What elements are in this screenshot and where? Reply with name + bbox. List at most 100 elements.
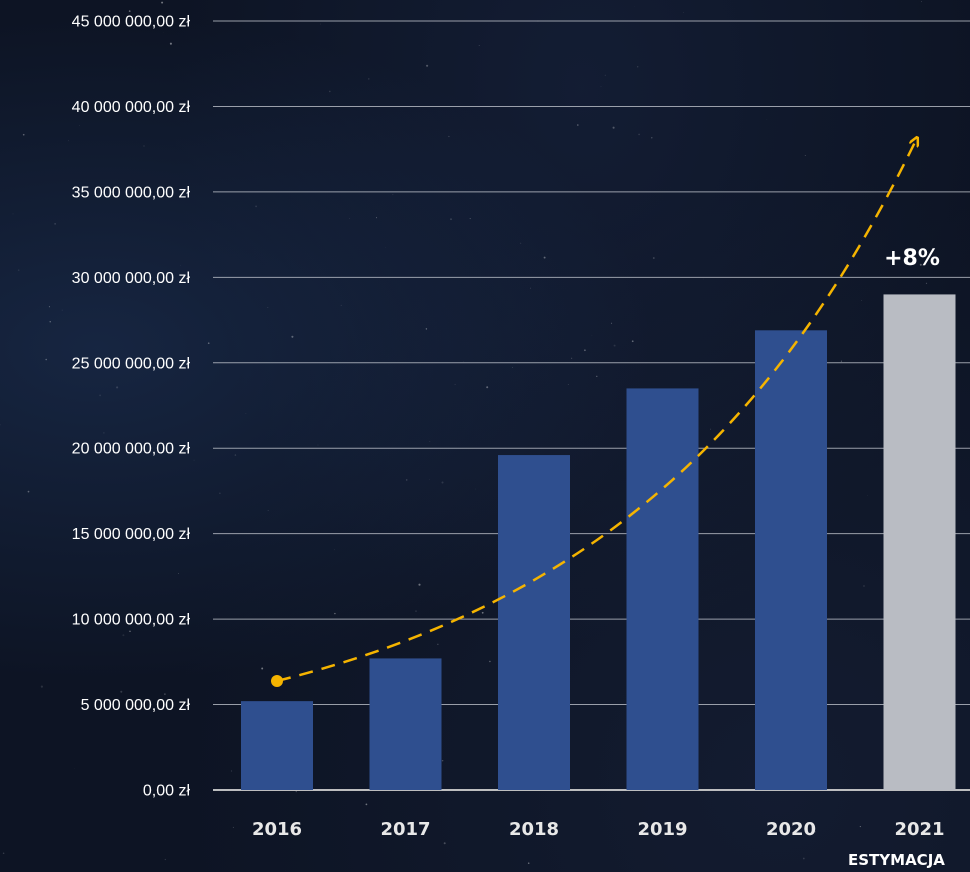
growth-annotation: +8% bbox=[884, 246, 940, 271]
x-tick-label: 2018 bbox=[509, 819, 559, 840]
star-dot bbox=[478, 44, 480, 46]
star-dot bbox=[425, 328, 428, 330]
trend-start-dot bbox=[271, 675, 283, 687]
bar-2020 bbox=[755, 330, 827, 790]
star-dot bbox=[12, 213, 14, 215]
star-dot bbox=[267, 510, 269, 511]
x-tick-label: 2020 bbox=[766, 819, 816, 840]
star-dot bbox=[405, 479, 408, 481]
star-dot bbox=[475, 488, 477, 490]
star-dot bbox=[814, 831, 816, 833]
trend-arrow bbox=[271, 140, 916, 687]
star-dot bbox=[49, 321, 51, 323]
star-dot bbox=[543, 256, 546, 259]
star-dot bbox=[766, 118, 768, 120]
star-dot bbox=[230, 770, 233, 772]
star-dot bbox=[596, 375, 598, 377]
star-dot bbox=[604, 74, 606, 76]
star-dot bbox=[349, 218, 350, 219]
star-dot bbox=[40, 685, 43, 688]
y-tick-label: 45 000 000,00 zł bbox=[72, 14, 191, 31]
star-dot bbox=[78, 125, 80, 126]
star-dot bbox=[54, 223, 56, 225]
y-tick-label: 0,00 zł bbox=[143, 783, 191, 800]
star-dot bbox=[520, 242, 522, 244]
star-dot bbox=[584, 349, 586, 352]
y-tick-label: 40 000 000,00 zł bbox=[72, 99, 191, 116]
star-dot bbox=[443, 842, 446, 845]
star-dot bbox=[426, 64, 429, 67]
bar-2021 bbox=[883, 294, 956, 790]
star-dot bbox=[921, 1, 922, 3]
bar-2019 bbox=[626, 388, 699, 790]
star-dot bbox=[99, 394, 101, 397]
star-dot bbox=[511, 822, 513, 823]
y-tick-label: 30 000 000,00 zł bbox=[72, 270, 191, 287]
star-dot bbox=[340, 304, 342, 306]
star-dot bbox=[193, 459, 195, 461]
star-dot bbox=[22, 133, 25, 136]
star-dot bbox=[511, 367, 513, 368]
star-dot bbox=[530, 287, 531, 289]
x-tick-label: 2019 bbox=[637, 819, 687, 840]
star-dot bbox=[116, 386, 119, 389]
star-dot bbox=[454, 383, 456, 385]
star-dot bbox=[365, 803, 368, 806]
star-dot bbox=[415, 610, 417, 612]
star-dot bbox=[45, 358, 48, 361]
star-dot bbox=[863, 585, 865, 587]
trend-dashed-line bbox=[276, 140, 916, 683]
star-dot bbox=[376, 217, 377, 219]
y-axis-tick-labels: 0,00 zł 5 000 000,00 zł 10 000 000,00 zł 15… bbox=[72, 14, 191, 800]
star-dot bbox=[429, 441, 431, 442]
star-dot bbox=[591, 334, 593, 336]
y-tick-label: 15 000 000,00 zł bbox=[72, 526, 191, 543]
star-dot bbox=[164, 858, 166, 861]
star-dot bbox=[163, 32, 164, 33]
star-dot bbox=[637, 66, 639, 68]
estimate-annotation: ESTYMACJA bbox=[848, 851, 945, 869]
star-dot bbox=[219, 492, 221, 494]
star-dot bbox=[128, 10, 131, 12]
star-dot bbox=[683, 12, 684, 14]
star-dot bbox=[925, 282, 928, 284]
star-dot bbox=[177, 572, 179, 574]
star-dot bbox=[652, 257, 655, 259]
bar-2018 bbox=[498, 455, 570, 790]
star-dot bbox=[567, 384, 569, 385]
star-dot bbox=[611, 322, 613, 324]
star-dot bbox=[131, 194, 133, 196]
star-dot bbox=[840, 360, 842, 362]
star-dot bbox=[486, 386, 489, 389]
y-tick-label: 25 000 000,00 zł bbox=[72, 355, 191, 372]
star-dot bbox=[0, 424, 1, 426]
star-dot bbox=[68, 140, 69, 142]
star-dot bbox=[164, 693, 166, 695]
star-dot bbox=[710, 428, 711, 430]
star-dot bbox=[245, 413, 247, 414]
x-axis-tick-labels: 2016 2017 2018 2019 2020 2021 bbox=[252, 819, 945, 840]
star-dot bbox=[291, 335, 294, 338]
star-dot bbox=[129, 630, 131, 633]
star-dot bbox=[2, 852, 5, 854]
star-dot bbox=[334, 612, 336, 615]
x-tick-label: 2021 bbox=[894, 819, 944, 840]
star-dot bbox=[169, 42, 172, 45]
star-dot bbox=[859, 826, 861, 828]
star-dot bbox=[207, 342, 210, 345]
gridlines bbox=[213, 20, 970, 791]
y-tick-label: 10 000 000,00 zł bbox=[72, 612, 191, 629]
star-dot bbox=[802, 857, 805, 860]
star-dot bbox=[328, 90, 331, 93]
y-tick-label: 20 000 000,00 zł bbox=[72, 441, 191, 458]
star-dot bbox=[232, 826, 234, 828]
star-dot bbox=[418, 583, 421, 586]
star-dot bbox=[143, 145, 145, 147]
star-dot bbox=[48, 306, 50, 308]
star-dot bbox=[317, 444, 319, 446]
star-dot bbox=[61, 309, 63, 311]
y-tick-label: 35 000 000,00 zł bbox=[72, 184, 191, 201]
bar-2016 bbox=[241, 701, 313, 790]
star-dot bbox=[368, 78, 370, 80]
